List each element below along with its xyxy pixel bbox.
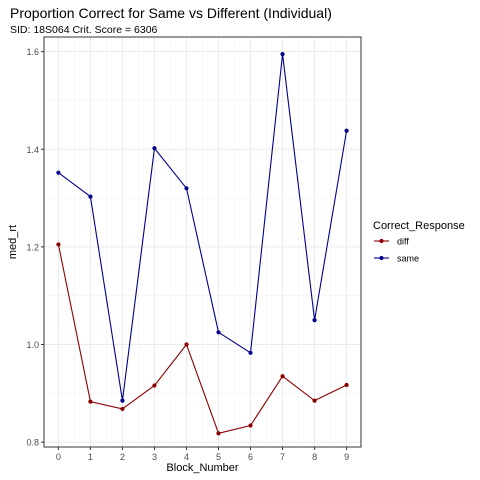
data-point-same bbox=[248, 350, 253, 355]
data-point-same bbox=[120, 398, 125, 403]
y-tick-label: 1.6 bbox=[26, 47, 39, 57]
y-tick-label: 1.4 bbox=[26, 145, 39, 155]
legend-label-diff: diff bbox=[397, 237, 409, 247]
x-tick-label: 9 bbox=[344, 452, 349, 462]
data-point-diff bbox=[184, 342, 189, 347]
data-point-same bbox=[216, 330, 221, 335]
x-tick-label: 5 bbox=[216, 452, 221, 462]
legend-title: Correct_Response bbox=[373, 220, 465, 232]
data-point-same bbox=[312, 317, 317, 323]
y-tick-label: 1.0 bbox=[26, 340, 39, 350]
data-point-diff bbox=[152, 383, 157, 388]
x-tick-label: 0 bbox=[56, 452, 61, 462]
series-line-same bbox=[58, 54, 348, 401]
data-point-diff bbox=[248, 423, 253, 428]
x-tick-label: 8 bbox=[312, 452, 317, 462]
data-point-diff bbox=[120, 406, 125, 412]
chart-subtitle: SID: 18S064 Crit. Score = 6306 bbox=[10, 24, 158, 36]
y-tick-label: 0.8 bbox=[26, 438, 39, 448]
data-point-diff bbox=[344, 382, 349, 388]
plot-border bbox=[43, 36, 362, 448]
x-axis-title: Block_Number bbox=[166, 462, 238, 474]
data-point-same bbox=[56, 170, 61, 175]
data-point-diff bbox=[216, 431, 221, 436]
series-line-diff bbox=[57, 244, 347, 434]
data-point-same bbox=[344, 128, 349, 133]
x-tick-label: 4 bbox=[184, 452, 189, 462]
chart-title: Proportion Correct for Same vs Different… bbox=[10, 5, 332, 21]
legend-key-point-same bbox=[379, 255, 384, 261]
data-point-same bbox=[184, 186, 189, 191]
data-point-diff bbox=[56, 242, 61, 247]
data-point-diff bbox=[280, 374, 285, 379]
legend-label-same: same bbox=[397, 254, 419, 264]
x-tick-label: 7 bbox=[280, 452, 285, 462]
x-tick-label: 2 bbox=[120, 452, 125, 462]
data-point-same bbox=[152, 146, 157, 151]
x-tick-label: 6 bbox=[248, 452, 253, 462]
y-tick-label: 1.2 bbox=[26, 242, 39, 252]
data-point-diff bbox=[312, 398, 317, 403]
legend-key-point-diff bbox=[379, 238, 384, 244]
x-tick-label: 1 bbox=[88, 452, 93, 462]
x-tick-label: 3 bbox=[152, 452, 157, 462]
data-point-same bbox=[280, 51, 285, 57]
data-point-same bbox=[88, 194, 93, 199]
y-axis-title: med_rt bbox=[7, 225, 19, 259]
data-point-diff bbox=[88, 399, 93, 404]
